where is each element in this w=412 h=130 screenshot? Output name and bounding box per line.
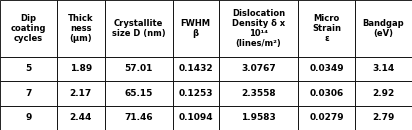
Bar [173, 57, 219, 81]
Text: 2.79: 2.79 [372, 113, 395, 122]
Text: Dip
coating
cycles: Dip coating cycles [11, 14, 46, 43]
Text: 1.89: 1.89 [70, 64, 92, 73]
Bar [219, 57, 298, 81]
Text: 2.44: 2.44 [70, 113, 92, 122]
Bar [105, 81, 173, 106]
Text: 0.1432: 0.1432 [178, 64, 213, 73]
Bar [57, 0, 105, 57]
Bar [355, 81, 412, 106]
Text: 5: 5 [25, 64, 31, 73]
Bar [219, 106, 298, 130]
Text: 7: 7 [25, 89, 31, 98]
Bar [0, 81, 57, 106]
Text: 0.1094: 0.1094 [178, 113, 213, 122]
Bar [0, 0, 57, 57]
Text: Dislocation
Density δ x
10¹⁴
(lines/m²): Dislocation Density δ x 10¹⁴ (lines/m²) [232, 9, 285, 48]
Text: 57.01: 57.01 [124, 64, 153, 73]
Text: Crystallite
size D (nm): Crystallite size D (nm) [112, 19, 166, 38]
Text: 2.92: 2.92 [372, 89, 395, 98]
Bar [57, 106, 105, 130]
Text: FWHM
β: FWHM β [181, 19, 211, 38]
Bar [355, 106, 412, 130]
Text: 9: 9 [25, 113, 31, 122]
Text: 65.15: 65.15 [124, 89, 153, 98]
Bar [173, 0, 219, 57]
Bar [0, 57, 57, 81]
Bar [219, 0, 298, 57]
Bar [105, 0, 173, 57]
Text: 0.0279: 0.0279 [309, 113, 344, 122]
Text: Micro
Strain
ε: Micro Strain ε [312, 14, 341, 43]
Bar [105, 57, 173, 81]
Bar [57, 81, 105, 106]
Text: Bandgap
(eV): Bandgap (eV) [363, 19, 404, 38]
Bar [298, 106, 355, 130]
Text: 3.14: 3.14 [372, 64, 395, 73]
Text: 71.46: 71.46 [124, 113, 153, 122]
Text: Thick
ness
(μm): Thick ness (μm) [68, 14, 94, 43]
Bar [173, 81, 219, 106]
Bar [355, 0, 412, 57]
Bar [105, 106, 173, 130]
Bar [298, 0, 355, 57]
Bar [173, 106, 219, 130]
Bar [355, 57, 412, 81]
Bar [0, 106, 57, 130]
Text: 0.0349: 0.0349 [309, 64, 344, 73]
Text: 2.3558: 2.3558 [241, 89, 276, 98]
Text: 0.1253: 0.1253 [178, 89, 213, 98]
Text: 1.9583: 1.9583 [241, 113, 276, 122]
Bar [219, 81, 298, 106]
Bar [298, 81, 355, 106]
Bar [298, 57, 355, 81]
Bar [57, 57, 105, 81]
Text: 0.0306: 0.0306 [309, 89, 344, 98]
Text: 2.17: 2.17 [70, 89, 92, 98]
Text: 3.0767: 3.0767 [241, 64, 276, 73]
